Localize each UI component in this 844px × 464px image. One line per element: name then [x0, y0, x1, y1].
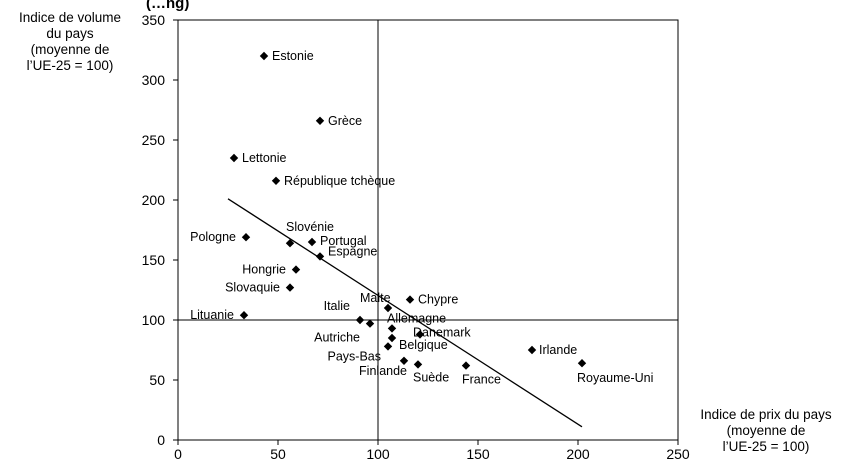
data-point-label: Lettonie — [242, 151, 287, 165]
data-point-label: France — [462, 373, 501, 387]
y-axis-title-line: Indice de volume — [19, 10, 121, 25]
x-axis-title: Indice de prix du pays(moyenne del’UE-25… — [700, 407, 832, 454]
data-point-label: Italie — [324, 299, 350, 313]
x-axis-title-line: (moyenne de — [727, 423, 806, 438]
data-points: Estonie Grèce Lettonie République tchèque Po… — [190, 49, 653, 387]
x-axis-title-line: Indice de prix du pays — [700, 407, 832, 422]
data-point-label: Lituanie — [190, 308, 234, 322]
data-point-marker — [229, 153, 239, 163]
x-tick-label: 250 — [666, 446, 690, 462]
data-point-label: Suède — [413, 370, 449, 384]
data-point-marker — [355, 315, 365, 325]
y-tick-label: 250 — [142, 132, 166, 148]
data-point-label: Finlande — [359, 364, 407, 378]
trendline-group — [227, 198, 583, 428]
y-axis-title-line: l’UE-25 = 100) — [27, 58, 114, 73]
data-point-label: Malte — [360, 291, 391, 305]
data-point-label: Portugal — [320, 234, 367, 248]
data-point-label: Pays-Bas — [328, 349, 382, 363]
data-point-marker — [413, 360, 423, 369]
data-point-marker — [241, 233, 251, 242]
x-axis-title-line: l’UE-25 = 100) — [723, 439, 810, 454]
data-point-marker — [285, 283, 295, 292]
data-point-marker — [387, 324, 397, 333]
data-point-label: Belgique — [399, 338, 448, 352]
data-point-label: Royaume-Uni — [577, 371, 653, 385]
data-point-marker — [577, 359, 587, 368]
data-point-label: Danemark — [413, 325, 471, 339]
x-tick-label: 0 — [174, 446, 182, 462]
data-point-marker — [271, 176, 281, 185]
data-point-marker — [383, 342, 393, 351]
data-point-label: Espagne — [328, 244, 377, 258]
y-tick-label: 100 — [142, 312, 166, 328]
data-point-label: République tchèque — [284, 174, 395, 188]
data-point-label: Slovaquie — [225, 281, 280, 295]
y-axis-title-line: du pays — [46, 26, 94, 41]
x-axis-ticks: 0 50 100 150 200 250 — [174, 440, 690, 462]
x-tick-label: 200 — [566, 446, 590, 462]
data-point-marker — [405, 295, 415, 304]
data-point-marker — [239, 311, 249, 320]
y-tick-label: 300 — [142, 72, 166, 88]
x-tick-label: 150 — [466, 446, 490, 462]
data-point-marker — [383, 303, 393, 313]
data-point-marker — [285, 239, 295, 248]
data-point-label: Slovénie — [286, 220, 334, 234]
data-point-marker — [387, 333, 397, 343]
reference-lines — [178, 20, 678, 440]
data-point-label: Autriche — [314, 331, 360, 345]
data-point-label: Pologne — [190, 230, 236, 244]
y-axis-ticks: 0 50 100 150 200 250 300 350 — [142, 12, 178, 448]
data-point-marker — [527, 345, 537, 355]
data-point-marker — [307, 237, 317, 247]
data-point-marker — [399, 356, 409, 365]
data-point-label: Allemagne — [387, 311, 446, 325]
data-point-marker — [415, 330, 425, 339]
data-point-label: Estonie — [272, 49, 314, 63]
y-tick-label: 350 — [142, 12, 166, 28]
data-point-marker — [259, 51, 269, 61]
x-tick-label: 50 — [270, 446, 286, 462]
data-point-marker — [315, 252, 325, 261]
data-point-label: Chypre — [418, 293, 458, 307]
data-point-marker — [461, 361, 471, 370]
data-point-label: Hongrie — [242, 263, 286, 277]
chart-title-fragment: (…ng) — [146, 0, 189, 12]
plot-frame — [177, 19, 679, 441]
data-point-marker — [365, 319, 375, 328]
x-tick-label: 100 — [366, 446, 390, 462]
data-point-label: Irlande — [539, 343, 577, 357]
trendline — [227, 198, 583, 428]
data-point-label: Grèce — [328, 114, 362, 128]
y-tick-label: 150 — [142, 252, 166, 268]
y-tick-label: 50 — [149, 372, 165, 388]
y-tick-label: 200 — [142, 192, 166, 208]
data-point-marker — [315, 116, 325, 125]
data-point-marker — [291, 265, 301, 274]
y-tick-label: 0 — [157, 432, 165, 448]
y-axis-title-line: (moyenne de — [31, 42, 110, 57]
